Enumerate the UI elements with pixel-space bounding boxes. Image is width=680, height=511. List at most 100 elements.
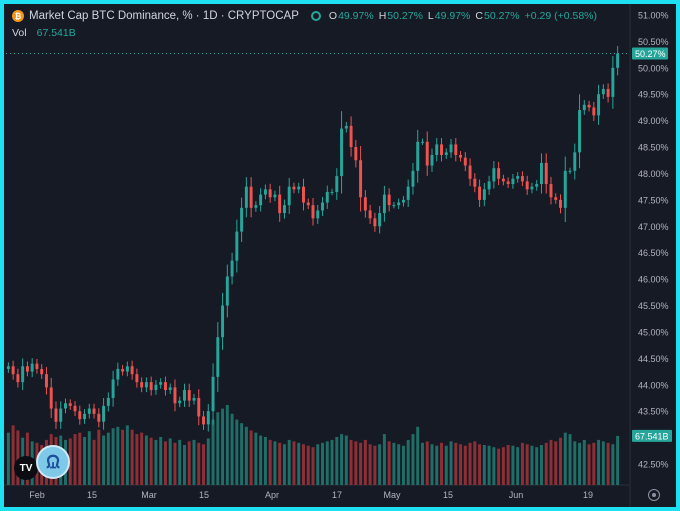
candle[interactable] bbox=[373, 218, 377, 227]
candle[interactable] bbox=[516, 176, 520, 179]
candle[interactable] bbox=[563, 170, 567, 208]
candle[interactable] bbox=[92, 408, 96, 414]
candle[interactable] bbox=[6, 366, 10, 369]
candle[interactable] bbox=[606, 88, 610, 97]
candle[interactable] bbox=[539, 162, 543, 185]
candle[interactable] bbox=[354, 147, 358, 161]
candle[interactable] bbox=[202, 416, 205, 425]
candle[interactable] bbox=[597, 94, 601, 116]
candle[interactable] bbox=[449, 144, 453, 153]
candle[interactable] bbox=[282, 205, 286, 214]
candle[interactable] bbox=[25, 366, 29, 372]
candle[interactable] bbox=[321, 202, 324, 211]
candle[interactable] bbox=[130, 366, 134, 375]
candle[interactable] bbox=[392, 205, 396, 207]
candle[interactable] bbox=[478, 186, 482, 200]
symbol-title[interactable]: Market Cap BTC Dominance, % · 1D · CRYPT… bbox=[29, 10, 299, 22]
candle[interactable] bbox=[178, 400, 182, 404]
candle[interactable] bbox=[211, 376, 215, 412]
candle[interactable] bbox=[368, 210, 372, 219]
candle[interactable] bbox=[616, 53, 620, 68]
candle[interactable] bbox=[554, 197, 558, 200]
tradingview-logo-icon[interactable]: TV bbox=[14, 456, 38, 480]
candle[interactable] bbox=[168, 387, 172, 391]
candle[interactable] bbox=[444, 152, 448, 155]
candle[interactable] bbox=[206, 411, 210, 425]
candle[interactable] bbox=[330, 191, 334, 193]
visibility-icon[interactable] bbox=[310, 11, 321, 21]
candlestick-chart[interactable]: 51.00% 50.50% 50.00% 49.50% 49.00% 48.50% 48.0… bbox=[4, 4, 676, 507]
candle[interactable] bbox=[506, 181, 510, 185]
candle[interactable] bbox=[183, 390, 186, 401]
candle[interactable] bbox=[406, 186, 410, 200]
candle[interactable] bbox=[154, 384, 158, 391]
candle[interactable] bbox=[482, 189, 486, 200]
candle[interactable] bbox=[111, 379, 115, 398]
candle[interactable] bbox=[520, 176, 524, 182]
candle[interactable] bbox=[259, 194, 263, 206]
candle[interactable] bbox=[397, 202, 401, 206]
candle[interactable] bbox=[116, 368, 120, 380]
candle[interactable] bbox=[463, 157, 467, 166]
candle[interactable] bbox=[492, 168, 496, 182]
candle[interactable] bbox=[230, 260, 234, 277]
candle[interactable] bbox=[87, 408, 91, 414]
candle[interactable] bbox=[173, 387, 177, 404]
candle[interactable] bbox=[216, 337, 220, 377]
candle[interactable] bbox=[425, 141, 429, 166]
candle[interactable] bbox=[530, 186, 534, 190]
candle[interactable] bbox=[421, 141, 424, 143]
candle[interactable] bbox=[582, 104, 586, 111]
candle[interactable] bbox=[244, 186, 248, 208]
candle[interactable] bbox=[454, 144, 458, 155]
candle[interactable] bbox=[592, 107, 596, 116]
candle[interactable] bbox=[78, 411, 82, 420]
candle[interactable] bbox=[40, 368, 44, 375]
candle[interactable] bbox=[340, 128, 344, 177]
candle[interactable] bbox=[187, 390, 191, 401]
gear-icon[interactable] bbox=[648, 489, 660, 501]
candle[interactable] bbox=[140, 382, 144, 388]
candle[interactable] bbox=[192, 397, 196, 401]
candle[interactable] bbox=[197, 397, 201, 417]
candle[interactable] bbox=[587, 104, 591, 108]
candle[interactable] bbox=[578, 110, 582, 153]
candle[interactable] bbox=[11, 366, 15, 375]
candle[interactable] bbox=[568, 170, 572, 172]
candle[interactable] bbox=[249, 186, 253, 208]
candle[interactable] bbox=[263, 189, 267, 195]
candle[interactable] bbox=[440, 144, 443, 155]
candle[interactable] bbox=[349, 125, 353, 148]
candle[interactable] bbox=[316, 210, 320, 219]
candle[interactable] bbox=[363, 197, 367, 211]
candle[interactable] bbox=[44, 374, 48, 388]
candle[interactable] bbox=[535, 184, 539, 187]
candle[interactable] bbox=[163, 382, 167, 391]
candle[interactable] bbox=[335, 176, 339, 192]
candle[interactable] bbox=[254, 205, 258, 208]
candle[interactable] bbox=[235, 231, 239, 261]
candle[interactable] bbox=[121, 368, 125, 372]
candle[interactable] bbox=[273, 194, 277, 198]
candle[interactable] bbox=[501, 178, 505, 182]
candle[interactable] bbox=[102, 405, 106, 422]
candle[interactable] bbox=[302, 186, 305, 203]
candle[interactable] bbox=[497, 168, 501, 179]
candle[interactable] bbox=[73, 405, 77, 412]
candle[interactable] bbox=[359, 160, 363, 198]
candle[interactable] bbox=[511, 178, 515, 185]
candle[interactable] bbox=[387, 194, 391, 206]
candle[interactable] bbox=[401, 199, 405, 203]
candle[interactable] bbox=[135, 374, 139, 383]
candle[interactable] bbox=[49, 387, 53, 409]
candle[interactable] bbox=[416, 141, 420, 171]
candle[interactable] bbox=[306, 202, 310, 206]
candle[interactable] bbox=[35, 363, 39, 369]
candle[interactable] bbox=[292, 186, 296, 190]
candle[interactable] bbox=[325, 191, 329, 203]
avatar[interactable]: ᙉ bbox=[36, 445, 70, 479]
candle[interactable] bbox=[573, 152, 577, 171]
candle[interactable] bbox=[468, 165, 472, 179]
candle[interactable] bbox=[221, 305, 225, 338]
candle[interactable] bbox=[287, 186, 291, 206]
